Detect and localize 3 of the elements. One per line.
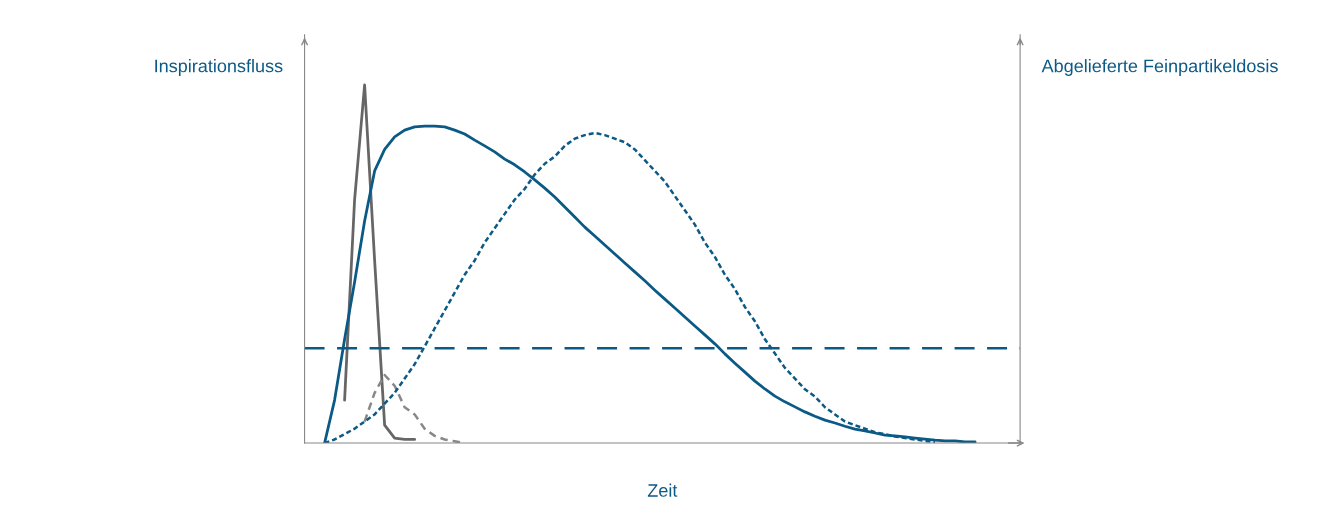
y-axis-title: Inspirationsfluss bbox=[155, 59, 283, 76]
x-axis-title: Zeit bbox=[647, 483, 678, 497]
y2-axis-title: Abgelieferte Feinpartikeldosis bbox=[1041, 59, 1278, 76]
